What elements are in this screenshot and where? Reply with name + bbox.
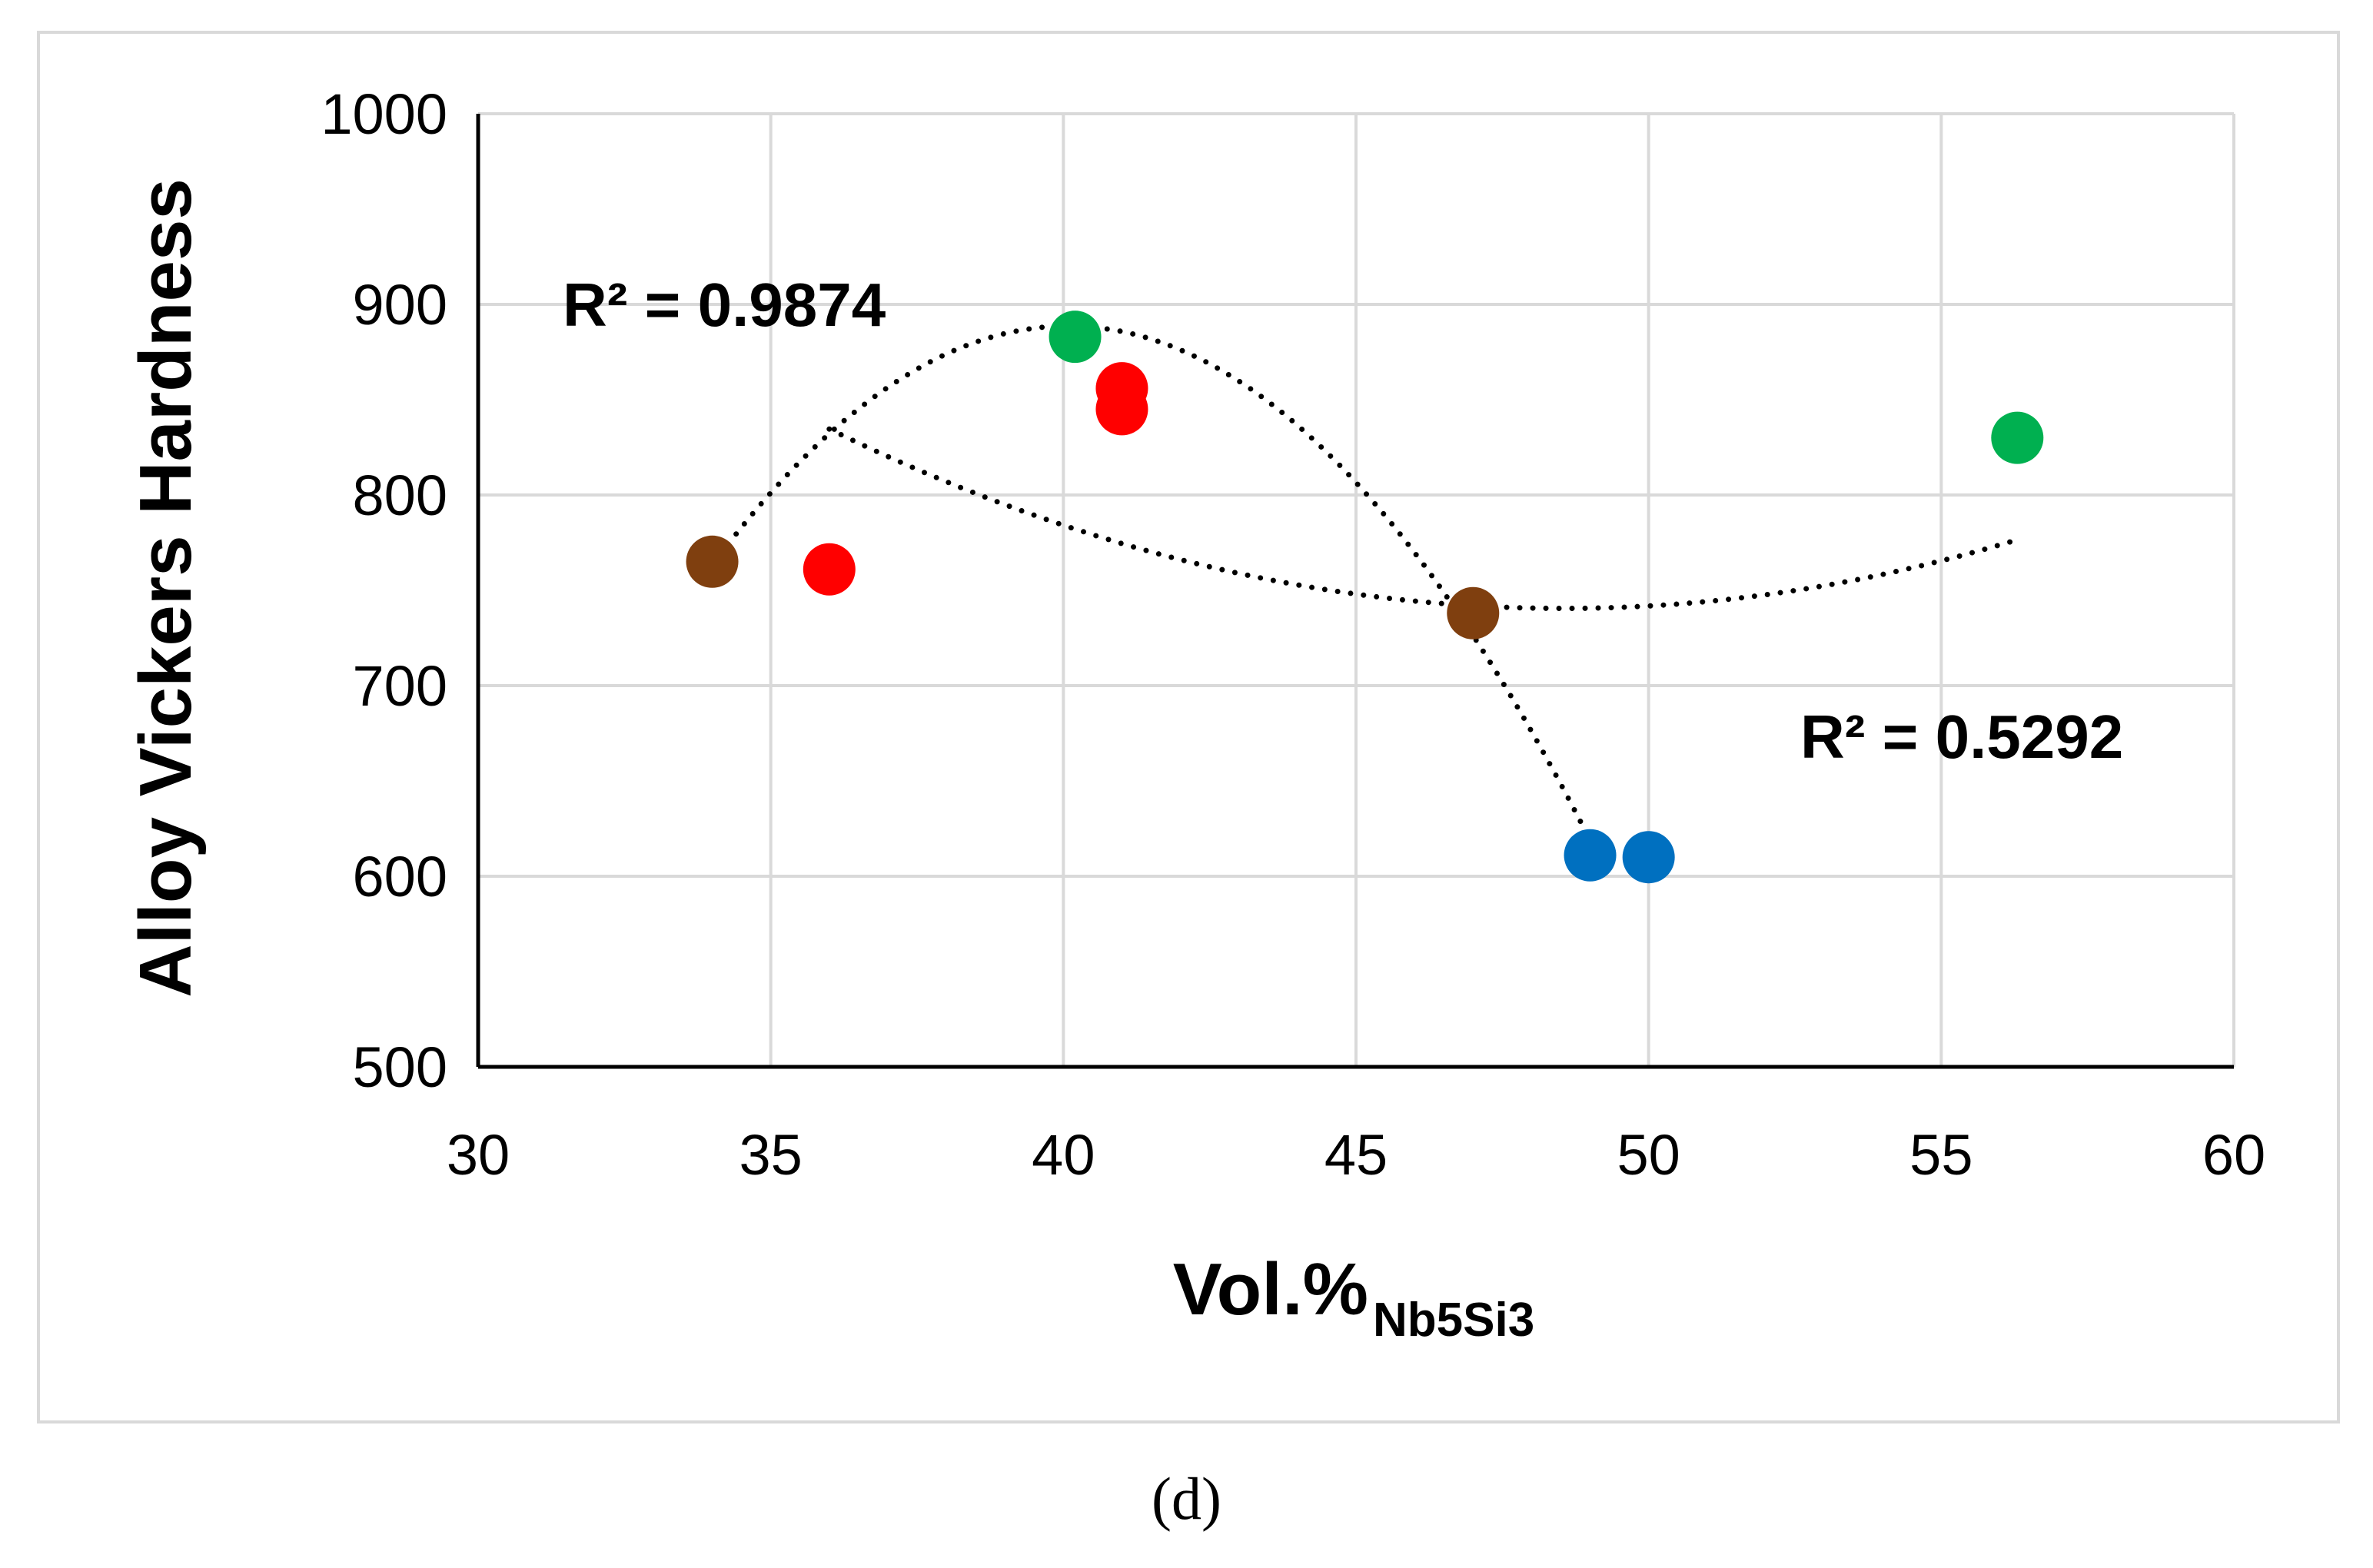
x-tick-label: 50 — [1617, 1123, 1680, 1187]
trendlines — [710, 323, 2020, 843]
x-tick-label: 45 — [1324, 1123, 1388, 1187]
x-tick-label: 30 — [447, 1123, 510, 1187]
y-tick-label: 900 — [353, 273, 447, 337]
y-tick-label: 500 — [353, 1035, 447, 1099]
tick-labels: 500 600 700 800 900 1000 30 35 40 45 50 55 60 — [321, 82, 2265, 1187]
x-tick-label: 40 — [1032, 1123, 1095, 1187]
x-axis-title: Vol.% — [1173, 1248, 1368, 1330]
data-point — [1991, 411, 2044, 464]
trendline-2-r2-label: R² = 0.5292 — [1800, 703, 2123, 771]
y-tick-label: 600 — [353, 845, 447, 909]
data-point — [1622, 831, 1675, 884]
axes — [476, 114, 2234, 1069]
chart-frame — [37, 31, 2340, 1423]
trendline-1-r2-label: R² = 0.9874 — [563, 271, 886, 339]
data-point — [1447, 586, 1500, 639]
y-tick-label: 800 — [353, 463, 447, 527]
trendline-2 — [826, 426, 2020, 611]
grid-lines — [478, 112, 2235, 1067]
x-tick-label: 60 — [2202, 1123, 2265, 1187]
data-point — [1049, 311, 1102, 364]
y-tick-label: 1000 — [321, 82, 447, 146]
scatter-chart: 500 600 700 800 900 1000 30 35 40 45 50 55 60 Alloy … — [125, 82, 2265, 1347]
x-tick-label: 55 — [1909, 1123, 1973, 1187]
data-point — [1564, 829, 1617, 882]
data-point — [803, 543, 856, 596]
x-tick-label: 35 — [739, 1123, 803, 1187]
data-point — [686, 535, 739, 588]
y-axis-title: Alloy Vickers Hardness — [125, 178, 207, 997]
x-axis-title-subscript: Nb5Si3 — [1373, 1294, 1534, 1347]
data-points — [686, 311, 2044, 884]
data-point — [1095, 383, 1148, 436]
figure-caption: (d) — [1152, 1465, 1221, 1532]
y-tick-label: 700 — [353, 654, 447, 718]
